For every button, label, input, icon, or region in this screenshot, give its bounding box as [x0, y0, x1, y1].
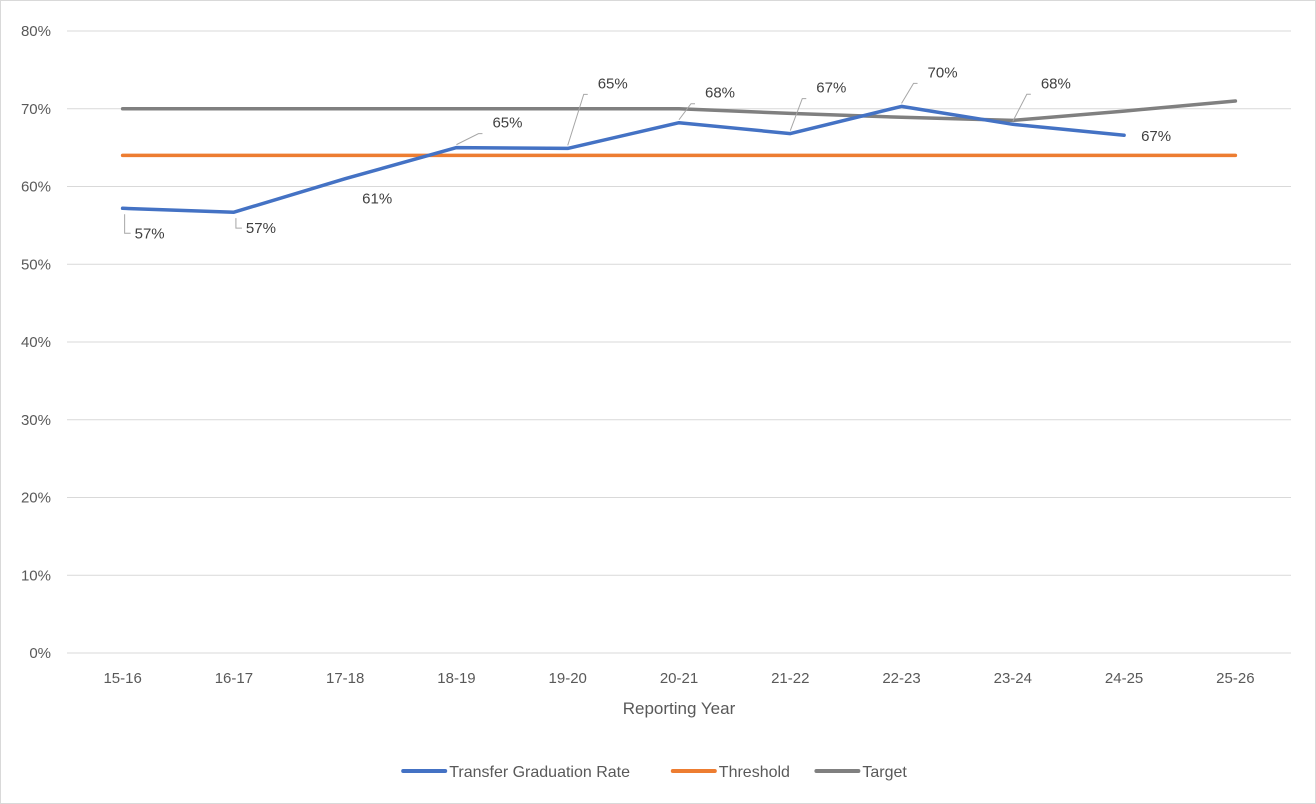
x-tick-label: 19-20 — [549, 670, 587, 687]
legend-item-threshold: Threshold — [673, 764, 790, 781]
legend-item-target: Target — [816, 764, 907, 781]
data-label: 68% — [705, 85, 735, 102]
legend-label: Transfer Graduation Rate — [449, 764, 630, 781]
x-axis-ticks: 15-16 16-17 17-18 18-19 19-20 20-21 21-22 22-23… — [103, 670, 1254, 687]
x-tick-label: 16-17 — [215, 670, 253, 687]
data-label: 61% — [362, 191, 392, 208]
legend: Transfer Graduation Rate Threshold Target — [403, 764, 907, 781]
y-tick-label: 30% — [21, 412, 51, 429]
data-label: 57% — [246, 220, 276, 237]
series-line-transfer-graduation-rate — [123, 106, 1125, 212]
y-tick-label: 50% — [21, 256, 51, 273]
y-tick-label: 80% — [21, 23, 51, 40]
y-tick-label: 70% — [21, 101, 51, 118]
data-label: 67% — [816, 80, 846, 97]
data-label: 70% — [928, 64, 958, 81]
data-label-leader — [902, 83, 918, 103]
x-tick-label: 21-22 — [771, 670, 809, 687]
data-labels: 57% 57% 61% 65% 65% 68% 67% 70% 68% 67% — [125, 64, 1171, 242]
data-label: 67% — [1141, 128, 1171, 145]
x-tick-label: 23-24 — [994, 670, 1032, 687]
legend-item-transfer-graduation-rate: Transfer Graduation Rate — [403, 764, 630, 781]
x-tick-label: 20-21 — [660, 670, 698, 687]
x-tick-label: 18-19 — [437, 670, 475, 687]
y-tick-label: 10% — [21, 567, 51, 584]
data-label: 65% — [598, 75, 628, 92]
data-label: 68% — [1041, 75, 1071, 92]
data-label: 57% — [135, 225, 165, 242]
y-tick-label: 60% — [21, 179, 51, 196]
x-tick-label: 17-18 — [326, 670, 364, 687]
data-label-leader — [568, 94, 588, 145]
x-tick-label: 24-25 — [1105, 670, 1143, 687]
y-tick-label: 40% — [21, 334, 51, 351]
y-axis-ticks: 0% 10% 20% 30% 40% 50% 60% 70% 80% — [21, 23, 51, 662]
data-label-leader — [236, 218, 242, 228]
x-tick-label: 22-23 — [882, 670, 920, 687]
y-tick-label: 0% — [29, 645, 51, 662]
x-tick-label: 15-16 — [103, 670, 141, 687]
data-label: 65% — [492, 115, 522, 132]
data-label-leader — [125, 214, 131, 233]
data-label-leader — [679, 104, 695, 120]
legend-label: Target — [862, 764, 907, 781]
series-lines — [123, 101, 1236, 212]
data-label-leader — [456, 134, 482, 145]
x-axis-title: Reporting Year — [623, 699, 736, 718]
series-line-target — [123, 101, 1236, 120]
data-label-leader — [1013, 94, 1031, 121]
x-tick-label: 25-26 — [1216, 670, 1254, 687]
y-tick-label: 20% — [21, 490, 51, 507]
legend-label: Threshold — [719, 764, 790, 781]
